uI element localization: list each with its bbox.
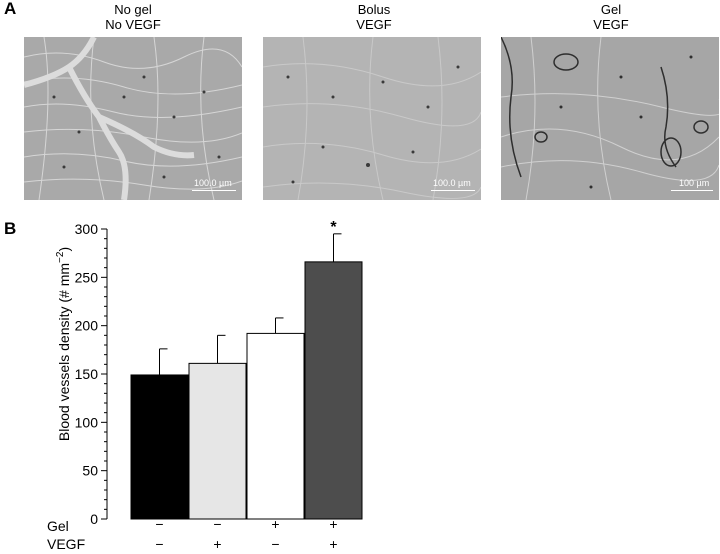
- scale-bar-label: 100 µm: [679, 178, 710, 188]
- micrograph-bolus: 100.0 µm: [263, 37, 481, 200]
- condition-mark: +: [213, 536, 221, 552]
- panel-b-letter: B: [4, 219, 17, 238]
- panel-a-letter: A: [4, 0, 17, 18]
- scale-bar: [192, 190, 236, 191]
- micrograph-gel: 100 µm: [501, 37, 719, 200]
- bar: [246, 332, 305, 520]
- scale-bar: [431, 190, 475, 191]
- condition-row-label: Gel: [47, 518, 69, 534]
- y-tick-label: 250: [75, 269, 99, 285]
- micrograph-title-line2: VEGF: [593, 17, 629, 32]
- scale-bar: [671, 190, 713, 191]
- scale-bar-label: 100.0 µm: [433, 178, 471, 188]
- scale-bar-label: 100.0 µm: [194, 178, 232, 188]
- y-axis-label-close: ): [56, 247, 72, 252]
- micrograph-title-line2: No VEGF: [105, 17, 161, 32]
- condition-mark: −: [155, 536, 163, 552]
- bar: [188, 362, 247, 520]
- micrograph-title-line1: Bolus: [357, 2, 391, 17]
- micrograph-title-bolus: Bolus VEGF: [254, 2, 494, 32]
- y-tick-label: 200: [75, 318, 99, 334]
- condition-mark: +: [271, 516, 279, 532]
- condition-row-label: VEGF: [47, 536, 85, 552]
- bar: [130, 374, 189, 520]
- condition-mark: +: [329, 516, 337, 532]
- micrograph-no-gel: 100.0 µm: [24, 37, 242, 200]
- condition-mark: −: [271, 536, 279, 552]
- bar: [304, 261, 363, 520]
- y-tick-label: 50: [82, 463, 98, 479]
- y-axis-label: Blood vessels density (# mm−2): [55, 247, 72, 441]
- y-tick-label: 150: [75, 366, 99, 382]
- micrograph-title-line2: VEGF: [356, 17, 392, 32]
- condition-mark: −: [213, 516, 221, 532]
- micrograph-title-gel: Gel VEGF: [491, 2, 720, 32]
- y-axis-label-exponent: −2: [55, 251, 66, 263]
- micrograph-title-no-gel: No gel No VEGF: [13, 2, 253, 32]
- micrograph-title-line1: Gel: [600, 2, 622, 17]
- y-tick-label: 100: [75, 414, 99, 430]
- y-tick-label: 0: [90, 511, 98, 527]
- y-tick-label: 300: [75, 221, 99, 237]
- y-axis-label-text: Blood vessels density (# mm: [56, 263, 72, 441]
- condition-mark: −: [155, 516, 163, 532]
- significance-star: *: [330, 219, 337, 236]
- condition-mark: +: [329, 536, 337, 552]
- micrograph-title-line1: No gel: [114, 2, 152, 17]
